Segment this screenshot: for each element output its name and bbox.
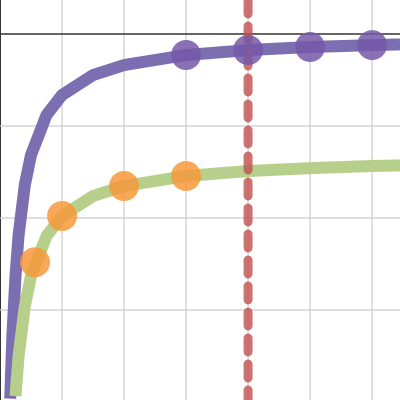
point <box>233 35 264 66</box>
point <box>295 32 326 63</box>
curve <box>9 159 400 397</box>
curve <box>4 38 400 399</box>
point <box>109 171 140 202</box>
point <box>357 30 388 61</box>
point <box>171 160 202 191</box>
point <box>47 201 78 232</box>
point <box>20 247 51 278</box>
point <box>171 40 202 71</box>
